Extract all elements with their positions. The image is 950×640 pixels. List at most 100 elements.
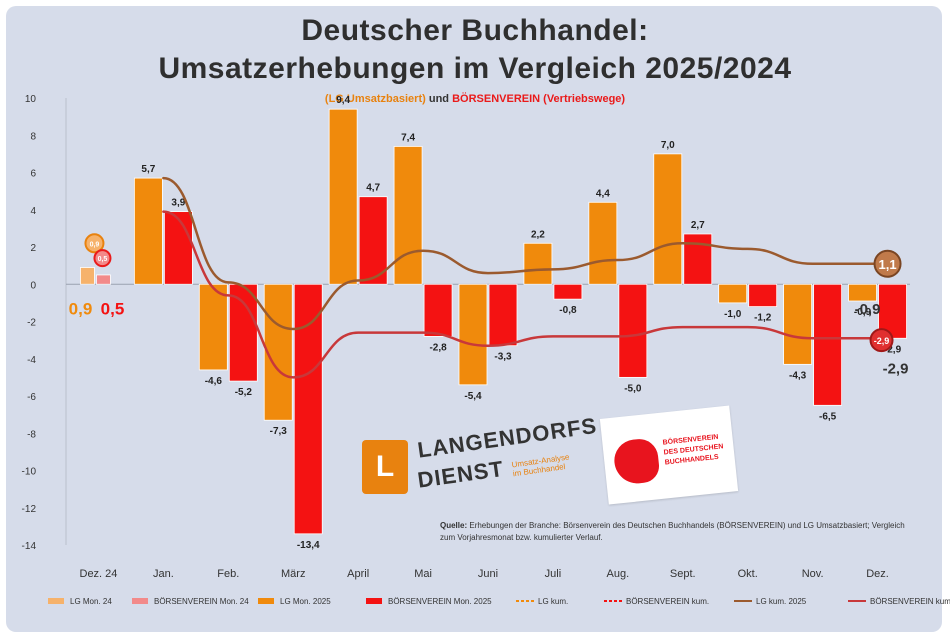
legend-swatch bbox=[48, 598, 64, 604]
bv-bar bbox=[683, 233, 713, 285]
lg-bar-value-label: 5,7 bbox=[141, 164, 155, 175]
bv-cumulative-line bbox=[162, 210, 879, 379]
lg-bar bbox=[133, 177, 163, 285]
bv-cum-end-badge-text: -2,9 bbox=[874, 336, 890, 346]
lg-bar-value-label: -1,0 bbox=[724, 309, 742, 320]
lg-bar bbox=[523, 242, 553, 285]
x-tick-label: Sept. bbox=[670, 568, 696, 580]
bv-bar bbox=[813, 283, 843, 406]
y-tick-label: 0 bbox=[30, 280, 36, 291]
boersenverein-text: BÖRSENVEREIN DES DEUTSCHEN BUCHHANDELS bbox=[662, 433, 724, 467]
x-tick-label: April bbox=[347, 568, 369, 580]
bv-bar bbox=[96, 274, 111, 285]
lg-bar-value-label: 4,4 bbox=[596, 188, 610, 199]
legend-label: LG kum. 2025 bbox=[756, 597, 807, 606]
legend-swatch bbox=[258, 598, 274, 604]
lg-bar bbox=[653, 153, 683, 285]
x-tick-label: Aug. bbox=[607, 568, 630, 580]
bv-bar bbox=[553, 283, 583, 300]
lg-cumulative-line bbox=[162, 176, 879, 331]
lg-bar bbox=[588, 201, 618, 285]
lg-bar-value-label: -4,3 bbox=[789, 370, 807, 381]
lg-bar-value-label: 9,4 bbox=[336, 95, 350, 106]
lg-bar-value-label: -4,6 bbox=[205, 376, 223, 387]
legend-label: BÖRSENVEREIN Mon. 24 bbox=[154, 597, 249, 606]
lg-cum-end-badge-text: 1,1 bbox=[878, 257, 896, 272]
lg-bar-value-label: 7,4 bbox=[401, 132, 415, 143]
x-tick-label: Mai bbox=[414, 568, 432, 580]
y-tick-label: 2 bbox=[30, 243, 36, 254]
y-tick-label: 10 bbox=[25, 94, 37, 105]
legend-label: BÖRSENVEREIN kum. bbox=[626, 597, 709, 606]
bv-bar-value-label: -2,8 bbox=[429, 342, 447, 353]
y-tick-label: -8 bbox=[27, 429, 36, 440]
lg-bar bbox=[80, 267, 95, 285]
bv-bar bbox=[618, 283, 648, 378]
lg-bar-value-label: -5,4 bbox=[464, 391, 482, 402]
dec24-lg-label: 0,9 bbox=[69, 299, 93, 318]
bv-bar-value-label: 3,9 bbox=[171, 198, 185, 209]
lg-bar bbox=[328, 108, 358, 285]
legend-label: LG Mon. 2025 bbox=[280, 597, 331, 606]
bv-bar-value-label: -5,2 bbox=[235, 387, 253, 398]
legend-label: LG kum. bbox=[538, 597, 568, 606]
x-tick-label: Jan. bbox=[153, 568, 174, 580]
bv-bar bbox=[423, 283, 453, 337]
bv-bar-value-label: -5,0 bbox=[624, 383, 642, 394]
legend-label: BÖRSENVEREIN Mon. 2025 bbox=[388, 597, 492, 606]
boersenverein-mark-icon bbox=[612, 437, 661, 486]
langendorfs-dienst-logo: L LANGENDORFS DIENST Umsatz-Analyse im B… bbox=[362, 413, 599, 500]
legend-swatch bbox=[132, 598, 148, 604]
x-tick-label: Okt. bbox=[738, 568, 758, 580]
bv-cum-end-label: -2,9 bbox=[883, 361, 909, 378]
subtitle-lg: (LG Umsatzbasiert) bbox=[324, 93, 426, 105]
bv-bar-value-label: 2,7 bbox=[691, 220, 705, 231]
y-tick-label: -2 bbox=[27, 318, 36, 329]
lg-bar-value-label: 2,2 bbox=[531, 229, 545, 240]
legend-label: LG Mon. 24 bbox=[70, 597, 112, 606]
x-tick-label: Dez. 24 bbox=[80, 568, 118, 580]
dec24-bv-badge bbox=[93, 249, 112, 268]
bv-bar bbox=[163, 211, 193, 285]
y-tick-label: -6 bbox=[27, 392, 36, 403]
y-tick-label: 8 bbox=[30, 131, 36, 142]
boersenverein-logo: BÖRSENVEREIN DES DEUTSCHEN BUCHHANDELS bbox=[599, 405, 739, 505]
logo-tagline: Umsatz-Analyse im Buchhandel bbox=[511, 452, 570, 479]
x-tick-label: März bbox=[281, 568, 305, 580]
lg-bar-value-label: -7,3 bbox=[270, 426, 288, 437]
x-tick-label: Feb. bbox=[217, 568, 239, 580]
subtitle-and: und bbox=[428, 93, 450, 105]
bv-bar bbox=[293, 283, 323, 535]
chart-title-line2: Umsatzerhebungen im Vergleich 2025/2024 bbox=[158, 52, 792, 85]
source-note: Quelle: Erhebungen der Branche: Börsenve… bbox=[440, 520, 910, 544]
logo-mark: L bbox=[362, 440, 408, 494]
lg-bar-value-label: -0,9 bbox=[854, 307, 872, 318]
bv-cum-end-badge bbox=[869, 328, 894, 353]
lg-bar-value-label: 7,0 bbox=[661, 140, 675, 151]
bv-bar-value-label: -0,8 bbox=[559, 305, 577, 316]
x-tick-label: Juli bbox=[545, 568, 562, 580]
dez-lg-badge-label: -0,9 bbox=[855, 301, 881, 318]
legend-label: BÖRSENVEREIN kum. 2025 bbox=[870, 597, 950, 606]
bv-bar-value-label: -6,5 bbox=[819, 411, 837, 422]
dec24-lg-badge-text: 0,9 bbox=[90, 241, 100, 248]
y-tick-label: -12 bbox=[22, 504, 37, 515]
lg-cum-end-badge bbox=[873, 249, 902, 278]
source-label: Quelle: bbox=[440, 521, 468, 530]
lg-bar bbox=[848, 283, 877, 302]
dec24-lg-badge bbox=[84, 233, 105, 254]
bv-bar-value-label: -13,4 bbox=[297, 540, 320, 551]
dec24-bv-badge-text: 0,5 bbox=[98, 256, 108, 263]
bv-bar bbox=[358, 196, 388, 285]
lg-bar bbox=[198, 283, 228, 371]
y-tick-label: 4 bbox=[30, 206, 36, 217]
lg-bar bbox=[263, 283, 293, 421]
lg-bar bbox=[783, 283, 813, 365]
x-tick-label: Juni bbox=[478, 568, 498, 580]
bv-bar bbox=[748, 283, 778, 308]
y-tick-label: -4 bbox=[27, 355, 36, 366]
subtitle-bv: BÖRSENVEREIN (Vertriebswege) bbox=[452, 93, 626, 105]
y-tick-label: -14 bbox=[22, 541, 37, 552]
legend-swatch bbox=[366, 598, 382, 604]
